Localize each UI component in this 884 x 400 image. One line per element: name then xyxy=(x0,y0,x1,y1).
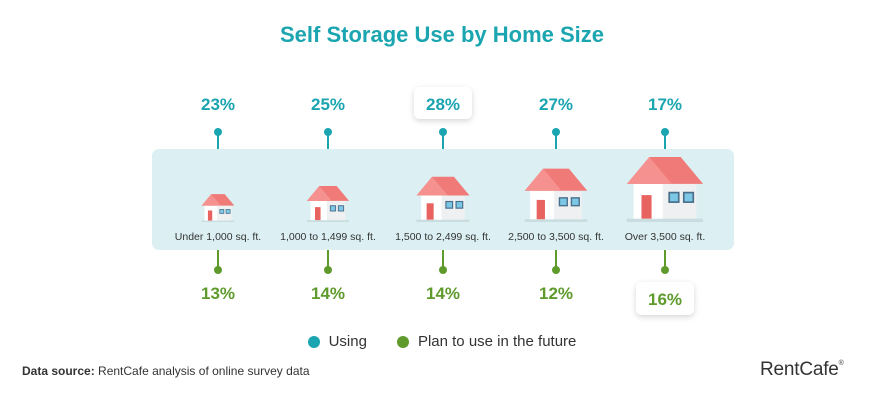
plan-dot-2 xyxy=(439,266,447,274)
legend-dot-using xyxy=(307,335,320,348)
using-value-label-2: 28% xyxy=(426,95,460,114)
plan-dot-4 xyxy=(661,266,669,274)
category-label-3: 2,500 to 3,500 sq. ft. xyxy=(508,231,604,243)
house-icon-0 xyxy=(201,194,235,222)
logo-text: RentCafe xyxy=(760,359,839,380)
using-value-label-1: 25% xyxy=(311,95,345,114)
plan-dot-3 xyxy=(552,266,560,274)
using-dot-2 xyxy=(439,128,447,136)
data-source-label: Data source: xyxy=(22,364,95,378)
legend-label-plan: Plan to use in the future xyxy=(417,333,577,350)
using-dot-0 xyxy=(214,128,222,136)
category-label-0: Under 1,000 sq. ft. xyxy=(175,231,261,243)
chart-title: Self Storage Use by Home Size xyxy=(280,22,604,47)
legend: Using Plan to use in the future xyxy=(0,333,884,350)
using-value-label-4: 17% xyxy=(648,95,682,114)
house-icon-2 xyxy=(416,176,470,222)
category-label-2: 1,500 to 2,499 sq. ft. xyxy=(395,231,491,243)
using-dot-1 xyxy=(324,128,332,136)
house-icon-1 xyxy=(306,186,350,222)
plan-value-label-2: 14% xyxy=(426,284,460,303)
plan-highlight-box xyxy=(636,282,694,315)
category-label-4: Over 3,500 sq. ft. xyxy=(625,231,706,243)
legend-item-plan: Plan to use in the future xyxy=(396,333,577,350)
house-icon-3 xyxy=(524,168,588,222)
plan-value-label-0: 13% xyxy=(201,284,235,303)
legend-label-using: Using xyxy=(328,333,367,350)
data-source-text: RentCafe analysis of online survey data xyxy=(98,364,310,378)
plan-value-label-4: 16% xyxy=(648,290,682,309)
using-dot-4 xyxy=(661,128,669,136)
using-value-label-0: 23% xyxy=(201,95,235,114)
using-value-label-3: 27% xyxy=(539,95,573,114)
legend-item-using: Using xyxy=(307,333,367,350)
plan-value-label-1: 14% xyxy=(311,284,345,303)
using-highlight-box xyxy=(414,87,472,119)
rentcafe-logo: RentCafe® xyxy=(760,359,844,381)
using-dot-3 xyxy=(552,128,560,136)
legend-dot-plan xyxy=(396,335,409,348)
data-source: Data source: RentCafe analysis of online… xyxy=(22,364,310,378)
logo-mark: ® xyxy=(838,360,844,367)
plan-value-label-3: 12% xyxy=(539,284,573,303)
category-label-1: 1,000 to 1,499 sq. ft. xyxy=(280,231,376,243)
plan-dot-1 xyxy=(324,266,332,274)
house-icon-4 xyxy=(626,157,704,222)
plan-dot-0 xyxy=(214,266,222,274)
